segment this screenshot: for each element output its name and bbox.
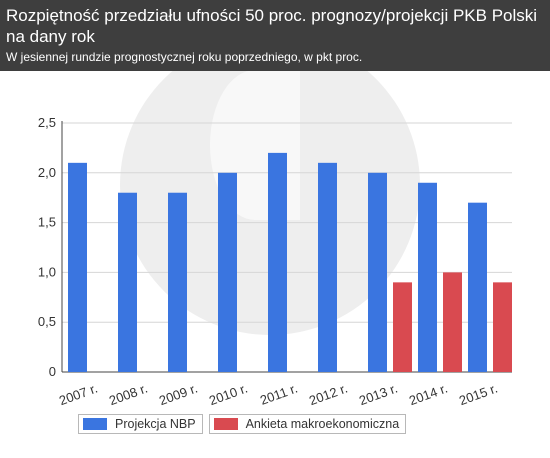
y-tick-label: 0,5 — [38, 314, 56, 329]
bar-projekcja-nbp — [168, 192, 187, 372]
x-tick-label: 2009 r. — [157, 380, 199, 408]
y-tick-label: 2,0 — [38, 165, 56, 180]
y-tick-label: 1,0 — [38, 264, 56, 279]
y-tick-label: 2,5 — [38, 115, 56, 130]
legend-label-ankieta: Ankieta makroekonomiczna — [245, 417, 400, 431]
bar-projekcja-nbp — [118, 192, 137, 372]
bar-projekcja-nbp — [418, 182, 437, 372]
bar-projekcja-nbp — [468, 202, 487, 372]
x-tick-label: 2012 r. — [307, 380, 349, 408]
chart-legend: Projekcja NBP Ankieta makroekonomiczna — [78, 414, 407, 434]
legend-swatch-ankieta — [213, 418, 238, 430]
x-tick-label: 2013 r. — [357, 380, 399, 408]
legend-item-projekcja: Projekcja NBP — [78, 414, 203, 434]
bar-projekcja-nbp — [368, 172, 387, 372]
bar-projekcja-nbp — [218, 172, 237, 372]
legend-label-projekcja: Projekcja NBP — [115, 417, 196, 431]
y-tick-label: 0 — [49, 364, 56, 379]
bar-ankieta-makroekonomiczna — [493, 282, 512, 372]
chart-header: Rozpiętność przedziału ufności 50 proc. … — [0, 0, 550, 71]
x-tick-label: 2015 r. — [457, 380, 499, 408]
x-tick-label: 2007 r. — [57, 380, 99, 408]
legend-item-ankieta: Ankieta makroekonomiczna — [208, 414, 407, 434]
x-tick-label: 2011 r. — [258, 380, 300, 407]
chart-title: Rozpiętność przedziału ufności 50 proc. … — [6, 6, 538, 46]
bar-ankieta-makroekonomiczna — [393, 282, 412, 372]
y-tick-label: 1,5 — [38, 215, 56, 230]
x-tick-label: 2014 r. — [407, 380, 449, 408]
bar-projekcja-nbp — [68, 162, 87, 372]
bar-ankieta-makroekonomiczna — [443, 272, 462, 372]
legend-swatch-projekcja — [83, 418, 107, 430]
bar-projekcja-nbp — [268, 152, 287, 372]
bar-projekcja-nbp — [318, 162, 337, 372]
chart-subtitle: W jesiennej rundzie prognostycznej roku … — [6, 50, 363, 64]
x-tick-label: 2010 r. — [207, 380, 249, 408]
x-tick-label: 2008 r. — [107, 380, 149, 408]
